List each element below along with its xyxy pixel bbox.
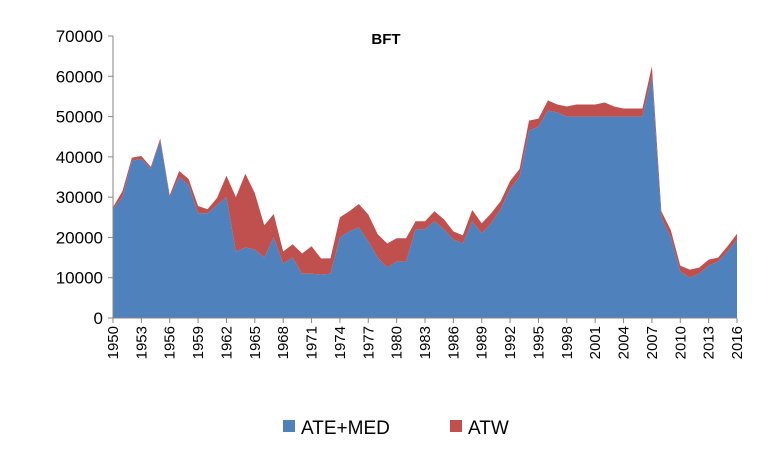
y-tick-label: 60000 [56,67,103,86]
legend: ATE+MED ATW [283,418,509,439]
y-tick-label: 70000 [56,27,103,46]
legend-label: ATE+MED [301,418,390,439]
y-axis-ticks: 0 10000 20000 30000 40000 50000 60000 70000 [56,27,113,328]
x-tick-label: 1998 [559,326,576,359]
x-tick-label: 1956 [162,326,179,359]
x-tick-label: 1962 [218,326,235,359]
x-tick-label: 1971 [304,326,321,359]
legend-label: ATW [468,418,509,439]
plot-areas [113,66,737,318]
legend-swatch [450,420,462,432]
x-tick-label: 1965 [247,326,264,359]
x-tick-label: 2016 [729,326,746,359]
y-tick-label: 10000 [56,269,103,288]
x-tick-label: 2010 [672,326,689,359]
x-tick-label: 1977 [360,326,377,359]
x-axis-ticks: 1950 1953 1956 1959 1962 1965 1968 1971 1974 1977… [105,318,746,359]
x-tick-label: 1974 [332,326,349,359]
x-tick-label: 1989 [474,326,491,359]
x-tick-label: 1953 [133,326,150,359]
x-tick-label: 1980 [389,326,406,359]
area-series-ate-med [113,76,737,318]
x-tick-label: 2001 [587,326,604,359]
x-tick-label: 1986 [445,326,462,359]
area-series-atw [113,66,737,278]
y-tick-label: 0 [94,309,103,328]
x-tick-label: 2007 [644,326,661,359]
chart-title: BFT [371,31,400,48]
x-tick-label: 1959 [190,326,207,359]
y-tick-label: 50000 [56,108,103,127]
x-tick-label: 1992 [502,326,519,359]
x-tick-label: 2013 [701,326,718,359]
y-tick-label: 40000 [56,148,103,167]
x-tick-label: 1950 [105,326,122,359]
y-tick-label: 20000 [56,228,103,247]
x-tick-label: 1968 [275,326,292,359]
x-tick-label: 2004 [616,326,633,359]
legend-swatch [283,420,295,432]
y-tick-label: 30000 [56,188,103,207]
x-tick-label: 1995 [530,326,547,359]
x-tick-label: 1983 [417,326,434,359]
